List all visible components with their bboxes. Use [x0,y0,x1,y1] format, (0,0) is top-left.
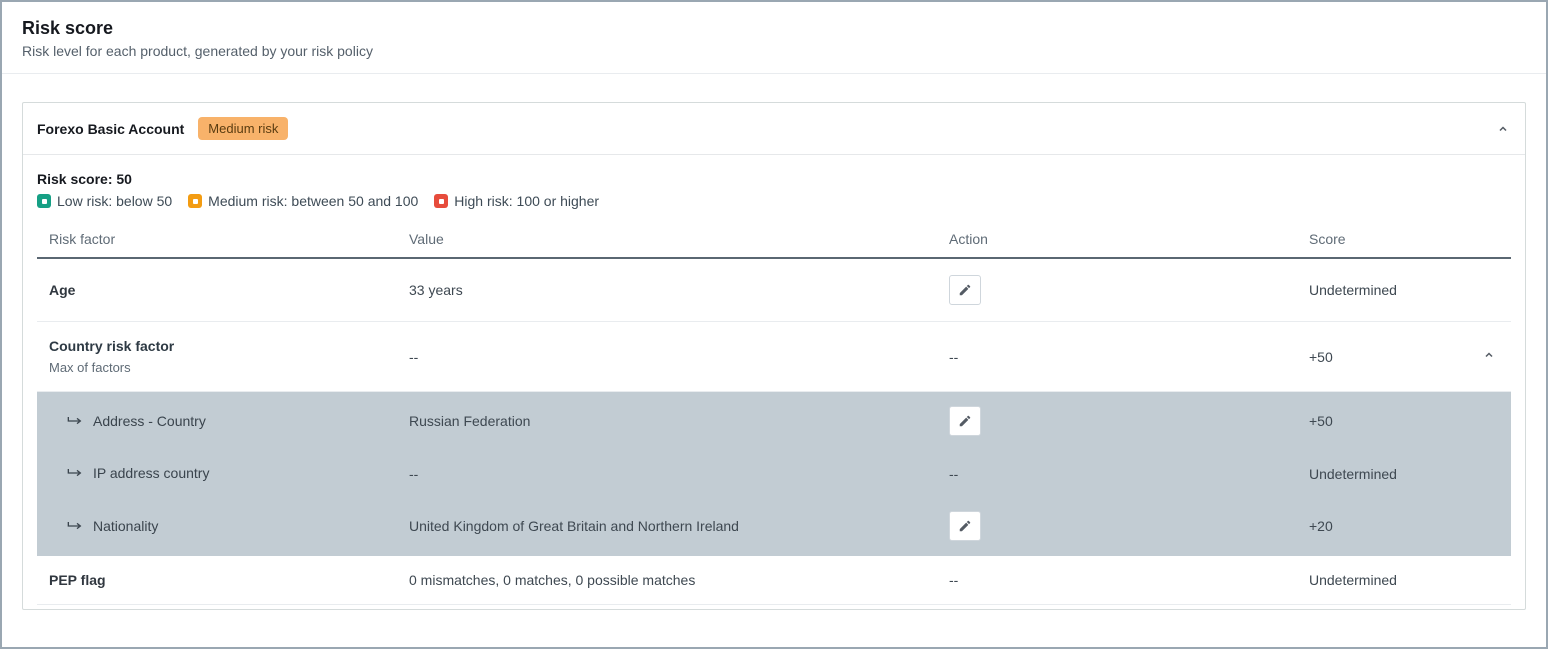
cell-value: 33 years [397,258,937,322]
legend-low: Low risk: below 50 [37,193,172,209]
page-title: Risk score [22,18,1526,39]
chevron-up-icon[interactable] [1483,349,1499,361]
legend-medium-text: Medium risk: between 50 and 100 [208,193,418,209]
risk-score-value: Risk score: 50 [37,171,1511,187]
page-header: Risk score Risk level for each product, … [2,2,1546,74]
table-row-address-country: Address - Country Russian Federation +50 [37,392,1511,451]
cell-score: +50 [1297,322,1511,392]
card-header[interactable]: Forexo Basic Account Medium risk [23,103,1525,155]
product-risk-card: Forexo Basic Account Medium risk Risk sc… [22,102,1526,610]
risk-badge: Medium risk [198,117,288,140]
table-row-pep: PEP flag 0 mismatches, 0 matches, 0 poss… [37,556,1511,605]
sub-label: Nationality [93,518,158,534]
cell-score: Undetermined [1297,556,1511,605]
cell-value: Russian Federation [397,392,937,451]
subitem-arrow-icon [67,520,83,532]
col-header-factor: Risk factor [37,223,397,258]
cell-score: Undetermined [1297,258,1511,322]
cell-value: United Kingdom of Great Britain and Nort… [397,497,937,556]
table-row-country-group[interactable]: Country risk factor Max of factors -- --… [37,322,1511,392]
table-header-row: Risk factor Value Action Score [37,223,1511,258]
product-name: Forexo Basic Account [37,121,184,137]
cell-factor: IP address country [37,451,397,497]
cell-value: 0 mismatches, 0 matches, 0 possible matc… [397,556,937,605]
sub-label: Address - Country [93,413,206,429]
legend-high: High risk: 100 or higher [434,193,599,209]
cell-action [937,392,1297,451]
card-body: Risk score: 50 Low risk: below 50 Medium… [23,155,1525,609]
col-header-action: Action [937,223,1297,258]
card-container: Forexo Basic Account Medium risk Risk sc… [2,74,1546,620]
cell-factor: PEP flag [37,556,397,605]
sub-label: IP address country [93,465,209,481]
cell-score: +20 [1297,497,1511,556]
cell-value: -- [397,322,937,392]
subitem-arrow-icon [67,415,83,427]
edit-button[interactable] [949,511,981,541]
col-header-value: Value [397,223,937,258]
cell-action: -- [937,322,1297,392]
group-title: Country risk factor [49,338,385,354]
cell-score: +50 [1297,392,1511,451]
legend-high-text: High risk: 100 or higher [454,193,599,209]
page-subtitle: Risk level for each product, generated b… [22,43,1526,59]
cell-factor: Country risk factor Max of factors [37,322,397,392]
risk-factors-table: Risk factor Value Action Score Age 33 ye… [37,223,1511,605]
risk-high-icon [434,194,448,208]
pencil-icon [958,519,972,533]
cell-score: Undetermined [1297,451,1511,497]
pencil-icon [958,414,972,428]
cell-value: -- [397,451,937,497]
legend-medium: Medium risk: between 50 and 100 [188,193,418,209]
risk-legend: Low risk: below 50 Medium risk: between … [37,193,1511,209]
col-header-score: Score [1297,223,1511,258]
risk-low-icon [37,194,51,208]
chevron-up-icon[interactable] [1497,123,1509,135]
cell-action: -- [937,451,1297,497]
pencil-icon [958,283,972,297]
cell-factor: Address - Country [37,392,397,451]
legend-low-text: Low risk: below 50 [57,193,172,209]
cell-factor: Age [37,258,397,322]
cell-action [937,497,1297,556]
table-row-age: Age 33 years Undetermined [37,258,1511,322]
subitem-arrow-icon [67,467,83,479]
table-row-ip-country: IP address country -- -- Undetermined [37,451,1511,497]
edit-button[interactable] [949,275,981,305]
group-subtitle: Max of factors [49,360,385,375]
cell-factor: Nationality [37,497,397,556]
risk-medium-icon [188,194,202,208]
edit-button[interactable] [949,406,981,436]
risk-score-panel: Risk score Risk level for each product, … [0,0,1548,649]
cell-action: -- [937,556,1297,605]
cell-action [937,258,1297,322]
group-score: +50 [1309,349,1333,365]
table-row-nationality: Nationality United Kingdom of Great Brit… [37,497,1511,556]
